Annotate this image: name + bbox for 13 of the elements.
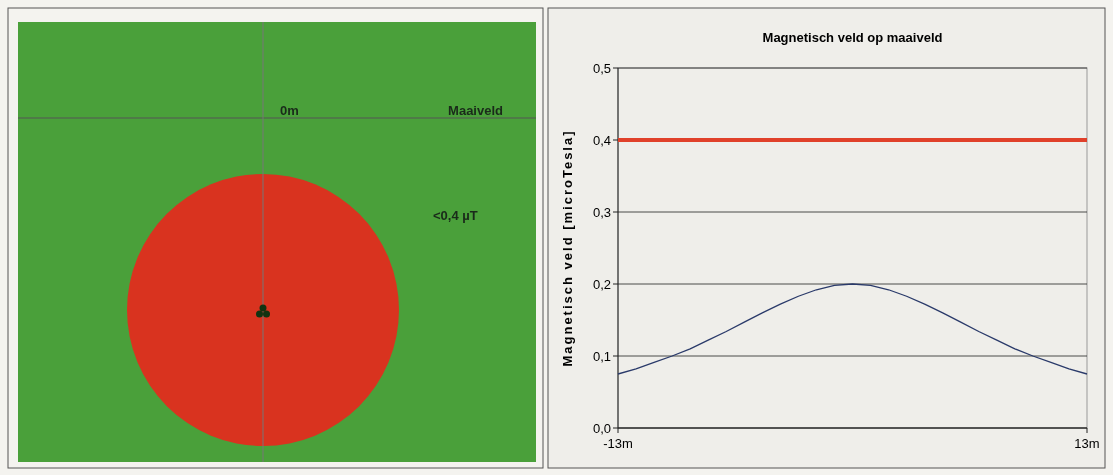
- y-tick-label: 0,0: [592, 420, 611, 436]
- text: <0,4 µT: [433, 208, 478, 223]
- y-tick-label: 0,3: [592, 204, 611, 220]
- chart-title: Magnetisch veld op maaiveld: [762, 30, 943, 45]
- x-tick-label: 13m: [1074, 436, 1100, 451]
- y-tick-label: 0,2: [592, 276, 611, 292]
- y-tick-label: 0,4: [592, 132, 611, 148]
- y-tick-label: 0,1: [592, 348, 611, 364]
- text: Maaiveld: [448, 103, 504, 118]
- y-axis-title: Magnetisch veld [microTesla]: [560, 129, 575, 367]
- y-tick-label: 0,5: [592, 60, 611, 76]
- text: 0m: [280, 103, 299, 118]
- x-tick-label: -13m: [603, 436, 633, 451]
